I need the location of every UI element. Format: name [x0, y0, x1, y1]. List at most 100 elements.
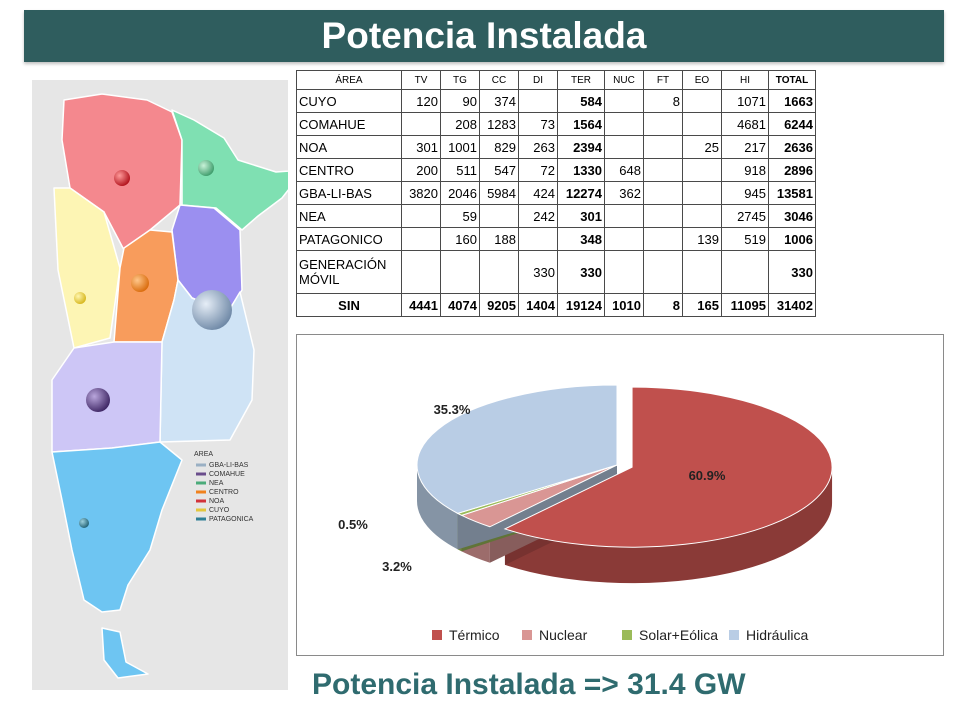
value-cell: 8	[643, 293, 683, 317]
table-row: GENERACIÓN MÓVIL 330 330 330	[296, 250, 816, 294]
value-cell: 1071	[721, 89, 769, 113]
value-cell	[682, 204, 722, 228]
pie-slice-side	[417, 465, 458, 550]
table-total-row: SIN 4441 4074 9205 1404 19124 1010 8 165 11095 314…	[296, 293, 816, 317]
value-cell	[604, 135, 644, 159]
legend-label: NEA	[209, 480, 224, 487]
area-cell: PATAGONICO	[296, 227, 402, 251]
value-cell: 139	[682, 227, 722, 251]
chart-legend-label: Nuclear	[539, 627, 588, 643]
column-header: TER	[557, 70, 605, 90]
table-row: PATAGONICO 160 188 348 139 519 1006	[296, 227, 816, 251]
value-cell	[682, 158, 722, 182]
chart-legend-label: Hidráulica	[746, 627, 808, 643]
argentina-map: AREA GBA-LI-BAS COMAHUE NEA CENTRO NOA CUYO PA…	[51, 93, 288, 679]
value-cell	[479, 204, 519, 228]
column-header: DI	[518, 70, 558, 90]
map-legend: AREA GBA-LI-BAS COMAHUE NEA CENTRO NOA CUYO PA…	[194, 451, 254, 523]
map-legend-title: AREA	[194, 451, 213, 458]
marker-nea	[198, 160, 214, 176]
page-title: Potencia Instalada	[24, 10, 944, 62]
legend-label: CUYO	[209, 507, 230, 514]
column-header: FT	[643, 70, 683, 90]
value-cell: 31402	[768, 293, 816, 317]
pie-slice-label: 3.2%	[382, 559, 412, 574]
value-cell	[643, 181, 683, 205]
value-cell	[401, 112, 441, 136]
value-cell: 4441	[401, 293, 441, 317]
value-cell: 330	[518, 250, 558, 294]
area-cell: CUYO	[296, 89, 402, 113]
value-cell: 2046	[440, 181, 480, 205]
value-cell: 918	[721, 158, 769, 182]
column-header: HI	[721, 70, 769, 90]
value-cell: 547	[479, 158, 519, 182]
value-cell: 829	[479, 135, 519, 159]
value-cell: 73	[518, 112, 558, 136]
map-legend-items: GBA-LI-BAS COMAHUE NEA CENTRO NOA CUYO PATAGON…	[196, 462, 254, 523]
value-cell: 1330	[557, 158, 605, 182]
column-header: CC	[479, 70, 519, 90]
value-cell: 2896	[768, 158, 816, 182]
value-cell	[604, 112, 644, 136]
value-cell	[604, 89, 644, 113]
table-header-row: ÁREA TV TG CC DI TER NUC FT EO HI TOTAL	[296, 70, 816, 90]
table-row: NOA 301 1001 829 263 2394 25 217 2636	[296, 135, 816, 159]
pie-slice	[503, 386, 833, 548]
value-cell: 217	[721, 135, 769, 159]
power-table: ÁREA TV TG CC DI TER NUC FT EO HI TOTAL CUYO 120 90 3…	[296, 70, 816, 317]
value-cell: 301	[557, 204, 605, 228]
value-cell	[440, 250, 480, 294]
pie-chart-panel: 60.9% 3.2% 0.5% 35.3% Térmico Nuclear Solar+Eó…	[296, 334, 944, 656]
value-cell: 584	[557, 89, 605, 113]
value-cell: 1001	[440, 135, 480, 159]
value-cell: 2636	[768, 135, 816, 159]
marker-comahue	[86, 388, 110, 412]
value-cell	[643, 227, 683, 251]
value-cell: 1283	[479, 112, 519, 136]
value-cell: 301	[401, 135, 441, 159]
value-cell: 11095	[721, 293, 769, 317]
value-cell	[401, 227, 441, 251]
legend-label: CENTRO	[209, 489, 239, 496]
value-cell	[682, 112, 722, 136]
value-cell	[518, 227, 558, 251]
table-row: NEA 59 242 301 2745 3046	[296, 204, 816, 228]
value-cell	[604, 227, 644, 251]
value-cell: 72	[518, 158, 558, 182]
pie-slice-side	[504, 467, 833, 584]
area-cell: COMAHUE	[296, 112, 402, 136]
value-cell: 5984	[479, 181, 519, 205]
area-cell: GBA-LI-BAS	[296, 181, 402, 205]
value-cell: 519	[721, 227, 769, 251]
value-cell	[682, 250, 722, 294]
chart-legend-swatch	[432, 630, 442, 640]
value-cell	[682, 89, 722, 113]
value-cell	[479, 250, 519, 294]
value-cell	[604, 250, 644, 294]
value-cell: 945	[721, 181, 769, 205]
value-cell: 2745	[721, 204, 769, 228]
value-cell: 165	[682, 293, 722, 317]
pie-slice-label: 60.9%	[689, 468, 726, 483]
map-markers	[74, 160, 232, 528]
value-cell: 6244	[768, 112, 816, 136]
value-cell: 511	[440, 158, 480, 182]
value-cell: 1010	[604, 293, 644, 317]
area-cell: NEA	[296, 204, 402, 228]
legend-label: PATAGONICA	[209, 516, 254, 523]
table-body: CUYO 120 90 374 584 8 1071 1663 COMAHUE 208 1283 73…	[296, 89, 816, 317]
value-cell: 1564	[557, 112, 605, 136]
area-cell: SIN	[296, 293, 402, 317]
pie-slice-label: 35.3%	[434, 402, 471, 417]
value-cell: 424	[518, 181, 558, 205]
value-cell	[518, 89, 558, 113]
value-cell: 1404	[518, 293, 558, 317]
legend-label: NOA	[209, 498, 225, 505]
pie-slice-wall	[457, 465, 617, 550]
map-region-cuyo	[53, 187, 121, 349]
chart-legend-swatch	[622, 630, 632, 640]
map-region-tierra-del-fuego	[101, 627, 149, 679]
value-cell: 4074	[440, 293, 480, 317]
value-cell	[401, 204, 441, 228]
